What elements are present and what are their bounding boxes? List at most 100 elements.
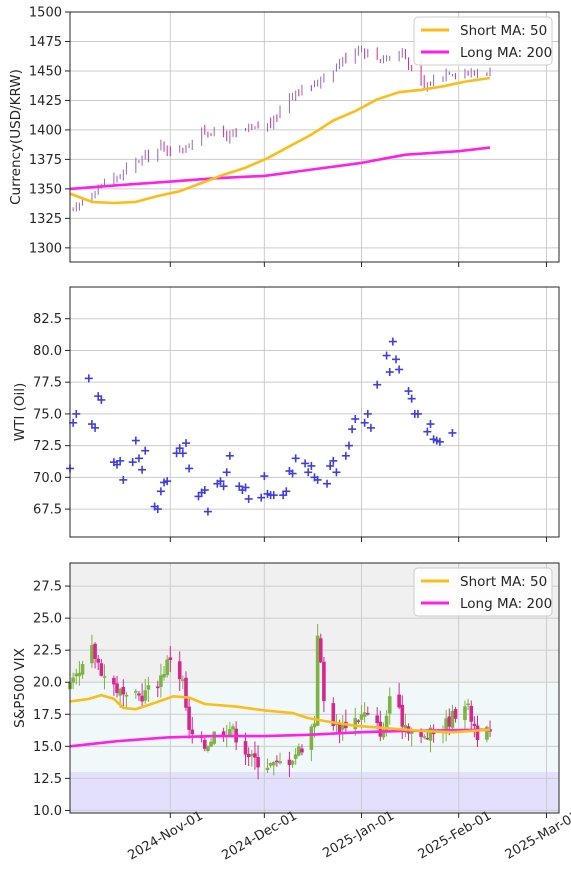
candle (271, 761, 276, 776)
scatter-point (413, 409, 422, 418)
panel-usdkrw: 1300 1325 1350 1375 1400 1425 1450 1475 1500 Cur… (8, 6, 560, 267)
candle (250, 749, 254, 767)
long-ma-line (69, 146, 491, 191)
candle (246, 747, 251, 767)
candle (287, 751, 292, 778)
y-tick-label: 27.5 (33, 580, 62, 595)
scatter-point (435, 437, 444, 446)
candle (121, 679, 126, 707)
panel-usdkrw-frame (69, 11, 560, 263)
scatter-point (269, 491, 278, 500)
candle (146, 676, 151, 702)
candle (362, 702, 367, 723)
panel-wti-frame (69, 286, 560, 538)
scatter-point (116, 456, 125, 465)
legend-usdkrw: Short MA: 50 Long MA: 200 (413, 16, 553, 66)
scatter-point (373, 380, 382, 389)
candle (331, 697, 336, 731)
candle (71, 672, 75, 689)
scatter-point (282, 487, 291, 496)
y-tick-label: 80.0 (33, 344, 62, 359)
scatter-point (323, 479, 332, 488)
x-tick-label: 2024-Nov-01 (125, 808, 205, 863)
scatter-point (185, 464, 194, 473)
candle (93, 642, 97, 669)
x-tick-label: 2025-Mar-01 (503, 808, 571, 862)
x-tick-label: 2025-Feb-01 (416, 808, 495, 862)
candle (181, 675, 185, 690)
scatter-point (360, 418, 369, 427)
scatter-point (301, 459, 310, 468)
y-tick-label: 22.5 (33, 644, 62, 659)
candle (143, 678, 148, 704)
scatter-point (348, 425, 357, 434)
y-tick-label: 75.0 (33, 407, 62, 422)
scatter-point (363, 409, 372, 418)
y-tick-label: 1300 (29, 241, 62, 256)
candle (140, 683, 144, 709)
candle (309, 724, 314, 762)
scatter-point (257, 493, 266, 502)
y-tick-label: 17.5 (33, 708, 62, 723)
y-tick-label: 70.0 (33, 471, 62, 486)
candle (112, 675, 116, 696)
scatter-point (84, 374, 93, 383)
candle (77, 661, 82, 686)
y-tick-label: 25.0 (33, 612, 62, 627)
y-tick-label: 72.5 (33, 439, 62, 454)
panel-vix-ylabel: S&P500 VIX (12, 648, 28, 728)
candle (155, 680, 160, 698)
candle (190, 716, 195, 744)
scatter-point (244, 494, 253, 503)
long-ma-line (69, 728, 491, 748)
y-tick-label: 20.0 (33, 676, 62, 691)
candle (168, 645, 173, 673)
candle (278, 752, 282, 765)
scatter-point (178, 449, 187, 458)
candle (124, 691, 129, 709)
panel-wti-area (70, 287, 559, 537)
candle (177, 651, 182, 691)
candle (202, 735, 207, 752)
y-tick-label: 82.5 (33, 312, 62, 327)
candle (397, 682, 401, 710)
panel-vix-frame (69, 562, 560, 814)
y-tick-label: 77.5 (33, 376, 62, 391)
y-tick-label: 1500 (29, 6, 62, 21)
scatter-point (119, 475, 128, 484)
panel-wti-ylabel: WTI (Oil) (12, 383, 28, 442)
scatter-point (392, 355, 400, 364)
candle (80, 660, 85, 679)
scatter-point (181, 439, 190, 448)
scatter-point (313, 475, 322, 484)
scatter-point (156, 487, 165, 496)
y-tick-label: 67.5 (33, 503, 62, 518)
candle (422, 733, 427, 740)
candle (162, 666, 166, 681)
candle (137, 690, 141, 701)
candle (403, 713, 408, 738)
scatter-point (366, 423, 375, 432)
candle (228, 721, 232, 737)
scatter-point (175, 444, 184, 453)
y-tick-label: 1400 (29, 123, 62, 138)
candle (256, 745, 260, 780)
candle (102, 664, 107, 690)
candle (463, 700, 467, 731)
short-ma-line (69, 693, 491, 734)
scatter-point (141, 446, 150, 455)
scatter-point (329, 456, 338, 465)
scatter-point (326, 461, 335, 470)
scatter-point (200, 486, 209, 495)
scatter-point (341, 451, 350, 460)
candle (209, 737, 213, 748)
scatter-point (131, 436, 140, 445)
scatter-point (219, 482, 228, 491)
candle (469, 700, 474, 730)
legend-vix-short-label: Short MA: 50 (460, 574, 547, 590)
candle (275, 755, 279, 767)
panel-wti: 67.5 70.0 72.5 75.0 77.5 80.0 82.5 WTI (Oil) (12, 286, 560, 542)
short-ma-line (69, 76, 491, 205)
scatter-point (138, 465, 147, 474)
candle (99, 659, 104, 677)
